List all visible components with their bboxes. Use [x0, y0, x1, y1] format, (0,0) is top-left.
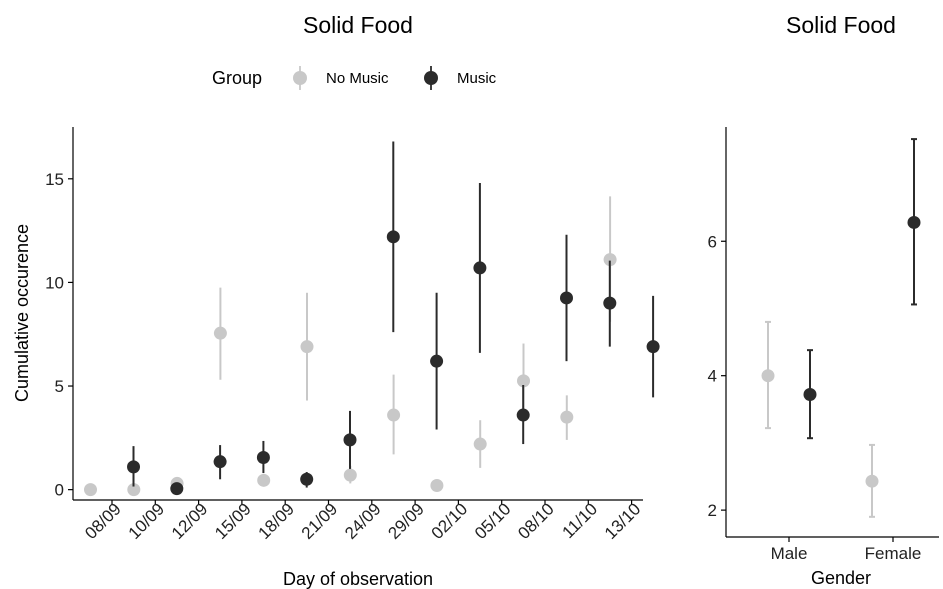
point-no-music-21-09	[300, 292, 314, 401]
y-tick-label: 6	[708, 232, 717, 251]
data-point	[473, 437, 487, 451]
y-tick-label: 2	[708, 501, 717, 520]
point-music-12-09	[213, 445, 227, 480]
data-point	[603, 253, 617, 267]
data-point	[343, 468, 357, 482]
point-music-18-09	[300, 472, 314, 488]
left-chart-title: Solid Food	[303, 12, 413, 38]
left-x-ticks: 08/09 10/09 12/09 15/09 18/09 21/09 24/09 29/09…	[81, 499, 644, 543]
x-tick-label-12-09: 12/09	[168, 499, 212, 543]
point-music-08-09	[127, 446, 140, 487]
x-tick-label-11-10: 11/10	[559, 499, 602, 542]
point-no-music-male	[761, 320, 775, 430]
x-tick-label-08-10: 08/10	[514, 499, 558, 543]
right-panel: Solid Food 2 4 6 Male Female Gender	[708, 12, 939, 588]
right-x-axis-title: Gender	[811, 568, 871, 588]
data-point	[84, 483, 97, 497]
data-point	[430, 354, 444, 368]
data-point	[386, 230, 400, 244]
data-point	[761, 369, 775, 383]
data-point	[516, 408, 530, 422]
data-point	[213, 455, 227, 469]
point-music-08-10	[560, 234, 573, 362]
left-y-axis-title: Cumulative occurence	[12, 224, 32, 402]
data-point	[213, 326, 227, 340]
point-music-15-09	[256, 440, 270, 474]
point-music-29-09	[430, 292, 444, 430]
data-point	[170, 482, 184, 496]
data-point	[300, 472, 314, 486]
point-music-13-10	[646, 295, 660, 398]
point-no-music-18-09	[257, 473, 271, 487]
data-point	[127, 460, 140, 474]
point-music-02-10	[473, 182, 487, 353]
left-data-marks	[84, 141, 660, 497]
point-no-music-02-10	[430, 478, 444, 492]
point-music-21-09	[343, 410, 357, 469]
x-tick-label-15-09: 15/09	[211, 499, 255, 543]
point-no-music-11-10	[560, 395, 574, 440]
y-tick-label: 15	[45, 170, 64, 189]
left-y-ticks: 0 5 10 15	[45, 170, 73, 500]
point-music-11-10	[603, 260, 617, 347]
data-point	[560, 410, 574, 424]
x-tick-label-02-10: 02/10	[428, 499, 472, 543]
right-x-ticks: Male Female	[771, 537, 922, 563]
point-no-music-15-09	[213, 287, 227, 380]
data-point	[127, 483, 141, 497]
point-no-music-08-09	[84, 483, 97, 497]
x-tick-label-29-09: 29/09	[384, 499, 428, 543]
y-tick-label: 4	[708, 367, 717, 386]
point-no-music-05-10	[473, 420, 487, 468]
x-tick-label-24-09: 24/09	[341, 499, 385, 543]
data-point	[343, 433, 357, 447]
x-tick-label-male: Male	[771, 544, 808, 563]
data-point	[517, 374, 530, 388]
x-tick-label-08-09: 08/09	[81, 499, 125, 543]
point-no-music-female	[865, 443, 879, 518]
data-point	[257, 473, 271, 487]
legend-label-music: Music	[457, 70, 497, 87]
right-data-marks	[761, 138, 921, 518]
x-tick-label-10-09: 10/09	[125, 499, 169, 543]
point-no-music-10-09	[127, 483, 141, 497]
point-music-24-09	[386, 141, 400, 333]
x-tick-label-female: Female	[865, 544, 922, 563]
point-music-05-10	[516, 384, 530, 445]
y-tick-label: 10	[45, 273, 64, 292]
data-point	[907, 215, 921, 229]
legend: Group No Music Music	[212, 66, 497, 90]
data-point	[646, 340, 660, 354]
data-point	[256, 451, 270, 465]
x-tick-label-18-09: 18/09	[255, 499, 299, 543]
legend-label-no-music: No Music	[326, 70, 389, 87]
legend-key-music	[424, 66, 438, 90]
right-chart-title: Solid Food	[786, 12, 896, 38]
x-tick-label-13-10: 13/10	[601, 499, 645, 543]
y-tick-label: 0	[55, 481, 64, 500]
point-no-music-29-09	[387, 374, 401, 455]
y-tick-label: 5	[55, 377, 64, 396]
data-point	[560, 291, 573, 305]
point-music-male	[803, 349, 817, 440]
data-point	[387, 408, 401, 422]
x-tick-label-05-10: 05/10	[471, 499, 515, 543]
left-panel: Solid Food Group No Music Music 0 5 10 15 0…	[12, 12, 660, 589]
legend-key-no-music	[293, 66, 307, 90]
data-point	[603, 296, 617, 310]
data-point	[865, 474, 879, 488]
x-tick-label-21-09: 21/09	[298, 499, 342, 543]
legend-title: Group	[212, 68, 262, 88]
data-point	[803, 388, 817, 402]
data-point	[430, 478, 444, 492]
point-music-10-09	[170, 482, 184, 496]
data-point	[300, 340, 314, 354]
point-music-female	[907, 138, 921, 306]
data-point	[473, 261, 487, 275]
left-x-axis-title: Day of observation	[283, 569, 433, 589]
right-y-ticks: 2 4 6	[708, 232, 726, 520]
